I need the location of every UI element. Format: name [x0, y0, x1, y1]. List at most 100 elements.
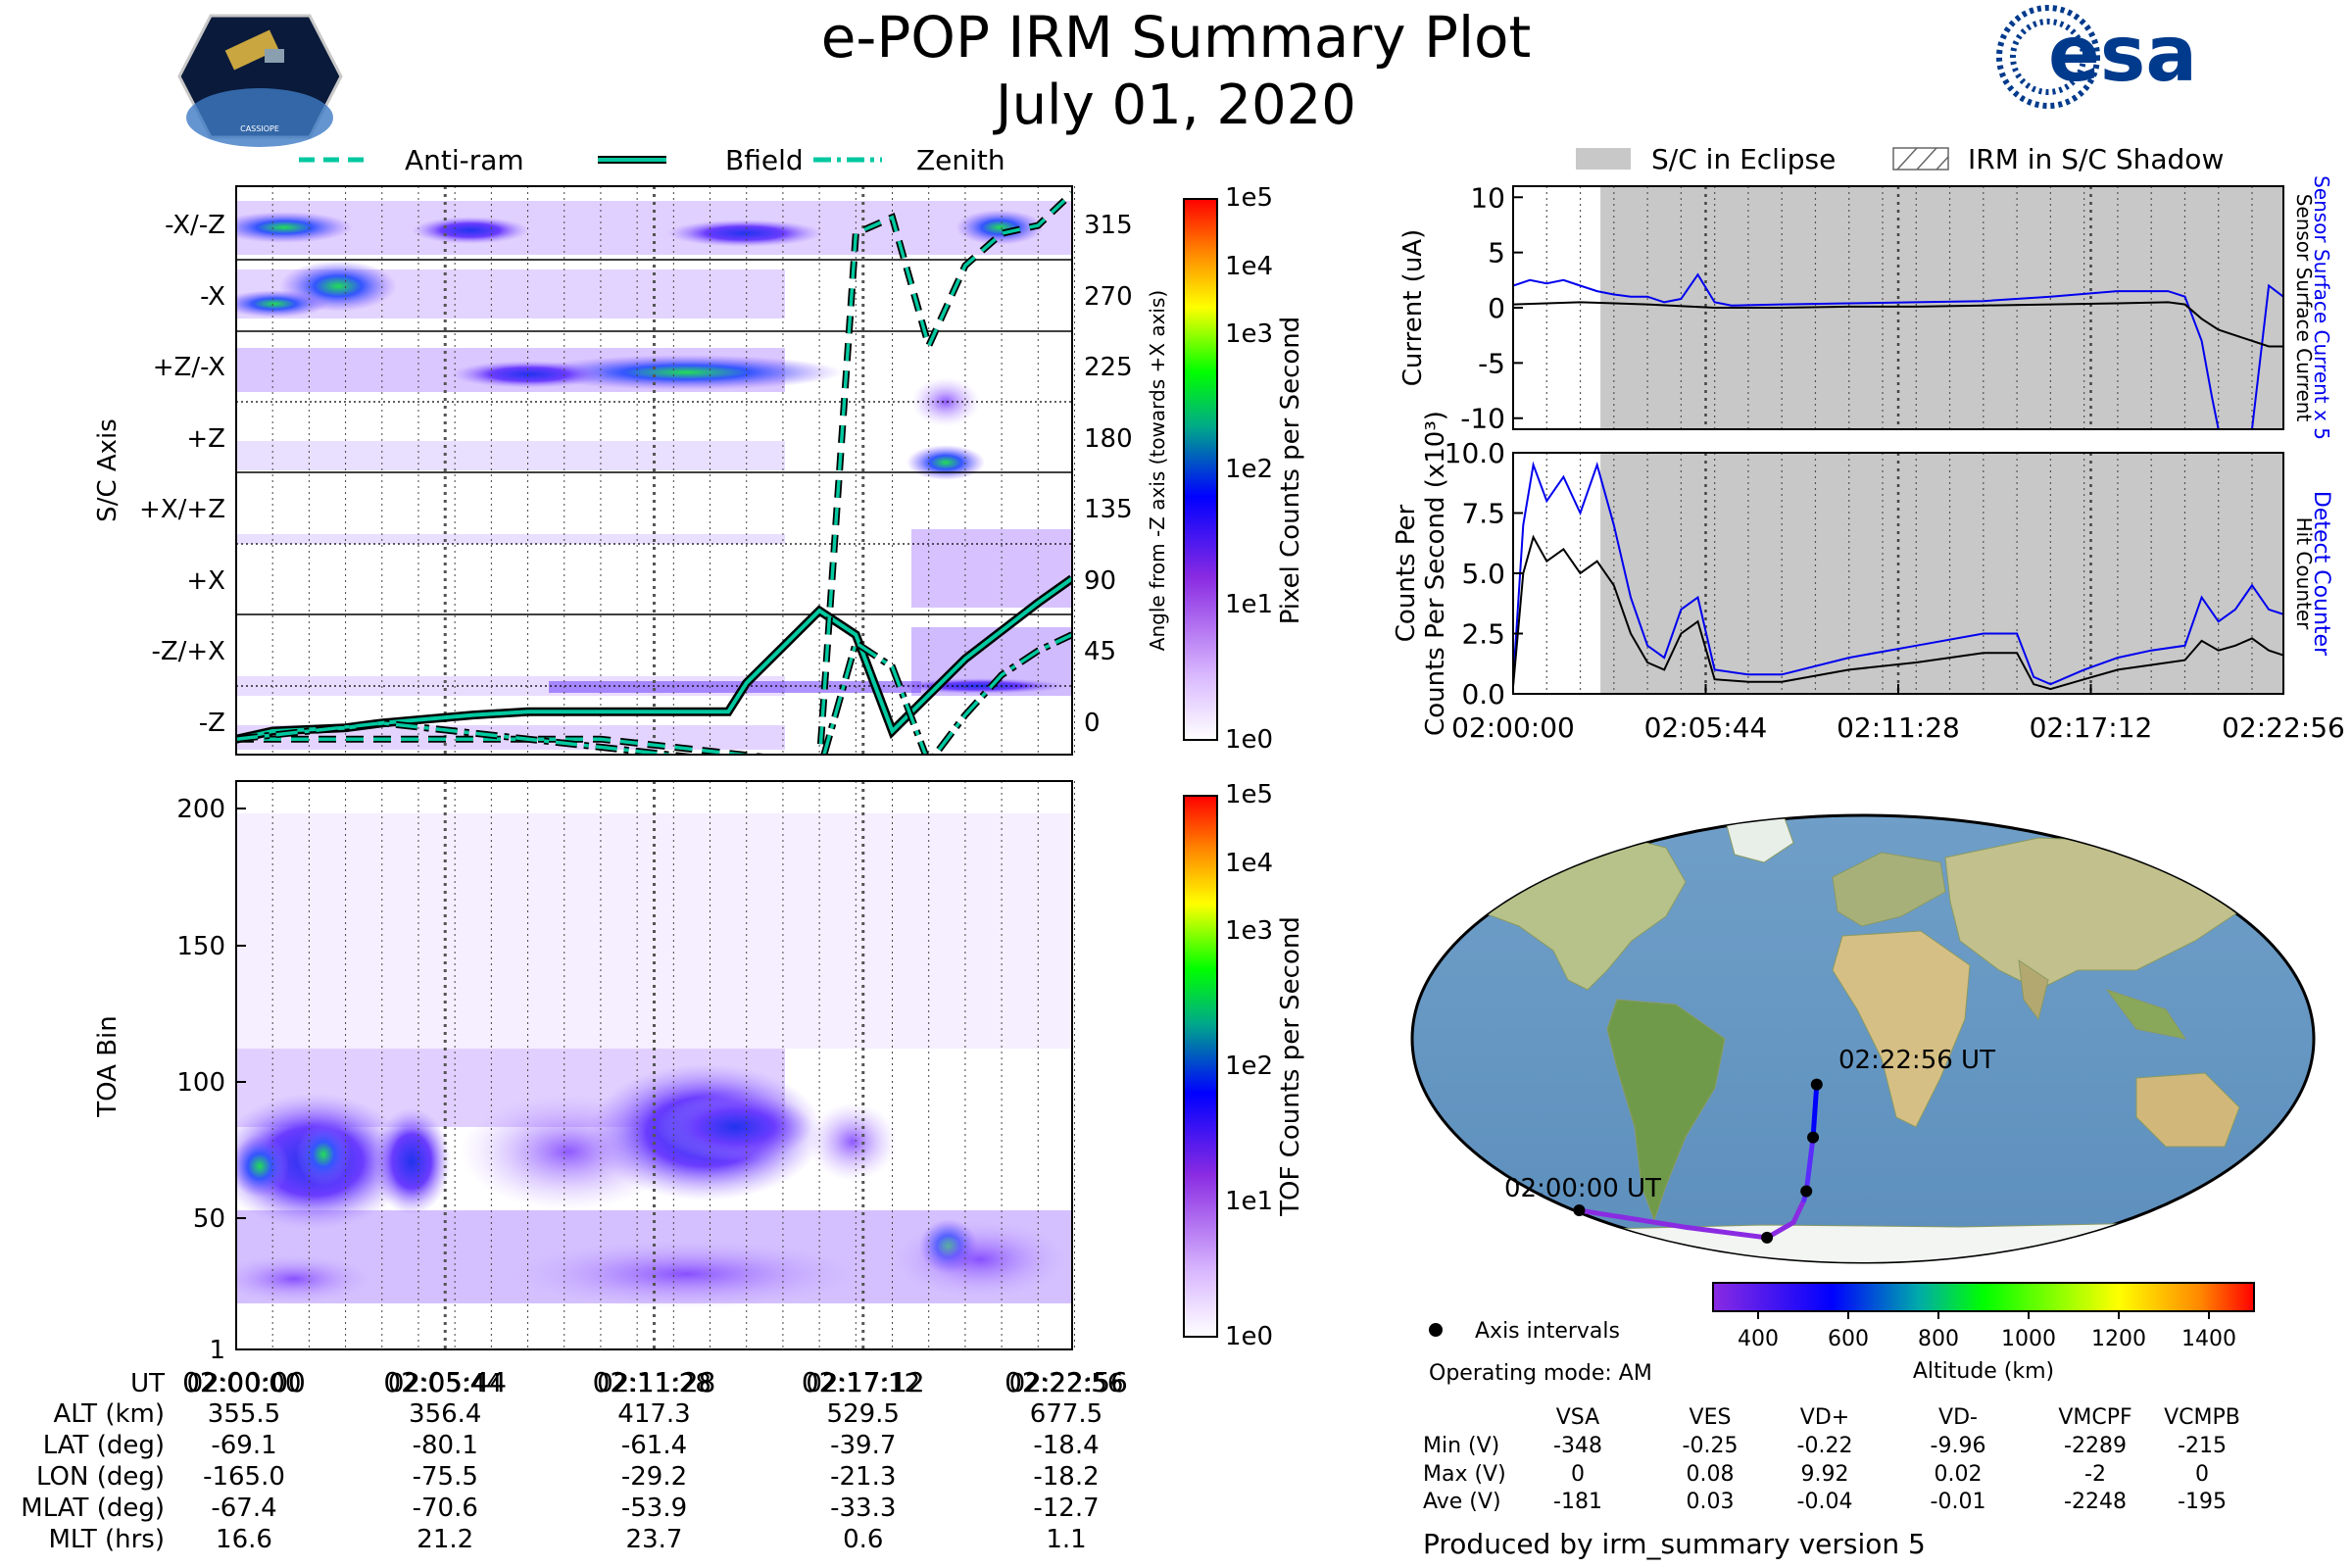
sc-cat-label: +X/+Z [139, 495, 225, 524]
voltage-cell: -2289 [2064, 1434, 2127, 1458]
altitude-tick-label: 800 [1918, 1327, 1959, 1351]
sc-cat-label: -Z [199, 709, 225, 738]
voltage-col-header: VD- [1938, 1405, 1978, 1430]
sc-cat-label: -X/-Z [165, 211, 225, 240]
ephem-row-label: MLT (hrs) [49, 1525, 166, 1554]
orbit-track-segment [1576, 1207, 1690, 1231]
ephemeris-cell: 02:00:00 [187, 1369, 302, 1398]
ephemeris-cell: 02:11:28 [597, 1369, 711, 1398]
y-tick-label: 0 [1488, 292, 1505, 324]
x-tick-label: 02:00:00 [1451, 711, 1575, 744]
sc-cat-label: -X [200, 282, 225, 312]
toa-x-tick-labels: 02:00:00 02:05:44 02:11:28 02:17:12 02:22:56 [182, 1366, 1128, 1398]
sc-cat-label: +X [186, 566, 225, 596]
counts-y-ticks: 10.0 7.5 5.0 2.5 0.0 [1445, 437, 1523, 710]
toa-y-tick-labels: 200 150 100 50 1 [176, 795, 225, 1365]
counts-ylabel-line1: Counts Per [1392, 504, 1421, 642]
sc-angle-tick: 45 [1084, 637, 1116, 666]
sc-axis-category-labels: -X/-Z -X +Z/-X +Z +X/+Z +X -Z/+X -Z [139, 211, 225, 738]
sc-axis-ylabel: S/C Axis [93, 418, 122, 522]
toa-ylabel: TOA Bin [93, 1015, 122, 1117]
altitude-tick-label: 1000 [2001, 1327, 2056, 1351]
altitude-tick-label: 400 [1738, 1327, 1779, 1351]
colorbar-tick: 1e1 [1225, 590, 1273, 619]
ephemeris-cell: -67.4 [211, 1494, 276, 1523]
current-right-label-black: Sensor Surface Current [2292, 194, 2316, 422]
sc-time-gridlines [235, 186, 1075, 755]
counts-right-label-blue: Detect Counter [2309, 491, 2333, 657]
series-line-hit-counter [1513, 534, 2283, 691]
altitude-colorbar: 400 600 800 1000 1200 1400 Altitude (km) [1712, 1282, 2255, 1384]
ephemeris-cell: 02:05:44 [388, 1369, 503, 1398]
operating-mode-label: Operating mode: AM [1429, 1361, 1652, 1386]
sc-angle-tick: 135 [1084, 495, 1133, 524]
axis-interval-dot [1573, 1204, 1586, 1217]
ephem-row-label: ALT (km) [53, 1399, 165, 1429]
current-series [1513, 272, 2283, 429]
pixel-colorbar-label: Pixel Counts per Second [1276, 317, 1305, 625]
axis-interval-dot [1800, 1185, 1813, 1198]
ephemeris-cell: -53.9 [621, 1494, 687, 1523]
voltage-cell: 9.92 [1801, 1462, 1849, 1487]
colorbar-tick: 1e0 [1225, 1322, 1273, 1351]
ephemeris-cell: 02:22:56 [1009, 1369, 1124, 1398]
voltage-cell: -0.01 [1931, 1490, 1986, 1514]
voltage-cell: -348 [1553, 1434, 1602, 1458]
ephemeris-cell: 16.6 [216, 1525, 272, 1554]
ephemeris-cell: -61.4 [621, 1431, 687, 1460]
y-tick-label: 5.0 [1461, 558, 1505, 590]
ephemeris-cell: -70.6 [413, 1494, 478, 1523]
ephem-row-label: MLAT (deg) [21, 1494, 165, 1523]
ephemeris-cell: 677.5 [1030, 1399, 1102, 1429]
series-line-detect-counter [1513, 461, 2283, 686]
altitude-ticks: 400 600 800 1000 1200 1400 [1738, 1311, 2236, 1351]
voltage-cell: -215 [2178, 1434, 2227, 1458]
toa-y-tick: 150 [176, 932, 225, 961]
sc-cat-label: +Z/-X [153, 353, 225, 382]
voltage-row-label: Ave (V) [1423, 1490, 1501, 1514]
ephemeris-row-labels: UT ALT (km) LAT (deg) LON (deg) MLAT (de… [21, 1369, 165, 1554]
ephem-row-label: UT [130, 1369, 165, 1398]
ephem-row-label: LAT (deg) [43, 1431, 165, 1460]
ephemeris-cell: -165.0 [203, 1462, 285, 1492]
ephemeris-cell: 529.5 [827, 1399, 900, 1429]
series-line-sensor-surface-current [1513, 301, 2283, 348]
current-right-label-blue: Sensor Surface Current x 5 [2310, 175, 2333, 440]
footer-credit: Produced by irm_summary version 5 [1423, 1528, 1926, 1560]
page-title: e-POP IRM Summary Plot [821, 4, 1532, 71]
sc-angle-tick: 180 [1084, 424, 1133, 454]
current-time-gridlines [1545, 186, 2253, 429]
axis-intervals-marker [1429, 1323, 1443, 1337]
voltage-cell: -2248 [2064, 1490, 2127, 1514]
y-tick-label: 7.5 [1461, 498, 1505, 530]
toa-y-tick: 1 [209, 1336, 225, 1365]
x-tick-label: 02:05:44 [383, 1366, 507, 1398]
counts-panel: 10.0 7.5 5.0 2.5 0.0 [1445, 437, 2284, 710]
line-style-legend: Anti-ram Bfield Zenith [299, 144, 1005, 176]
ephemeris-cell: 02:17:12 [806, 1369, 920, 1398]
colorbar-tick: 1e4 [1225, 849, 1273, 878]
ephemeris-cell: -80.1 [413, 1431, 478, 1460]
altitude-tick-label: 1200 [2091, 1327, 2146, 1351]
orbit-track-segment [1810, 1082, 1820, 1141]
voltage-cell: -0.25 [1683, 1434, 1739, 1458]
legend-eclipse-swatch [1576, 148, 1631, 170]
sc-angle-tick: 270 [1084, 282, 1133, 312]
axis-intervals-label: Axis intervals [1475, 1319, 1620, 1344]
sc-cat-label: +Z [186, 424, 225, 454]
voltage-cell: -0.04 [1797, 1490, 1853, 1514]
ephemeris-cell: 0.6 [843, 1525, 883, 1554]
colorbar-tick: 1e4 [1225, 252, 1273, 281]
legend-bfield: Bfield [725, 144, 804, 176]
voltage-cell: -181 [1553, 1490, 1602, 1514]
y-tick-label: 10.0 [1445, 437, 1505, 469]
toa-y-tick: 200 [176, 795, 225, 824]
sc-angle-tick: 0 [1084, 709, 1101, 738]
counts-x-tick-labels: 02:00:00 02:05:44 02:11:28 02:17:12 02:22:56 [1451, 684, 2345, 744]
axis-interval-dot [1761, 1231, 1774, 1244]
page-date: July 01, 2020 [993, 74, 1356, 137]
pixel-colorbar: 1e5 1e4 1e3 1e2 1e1 1e0 Pixel Counts per… [1183, 183, 1305, 755]
colorbar-tick: 1e3 [1225, 319, 1273, 349]
orbit-track-segment [1790, 1198, 1807, 1225]
